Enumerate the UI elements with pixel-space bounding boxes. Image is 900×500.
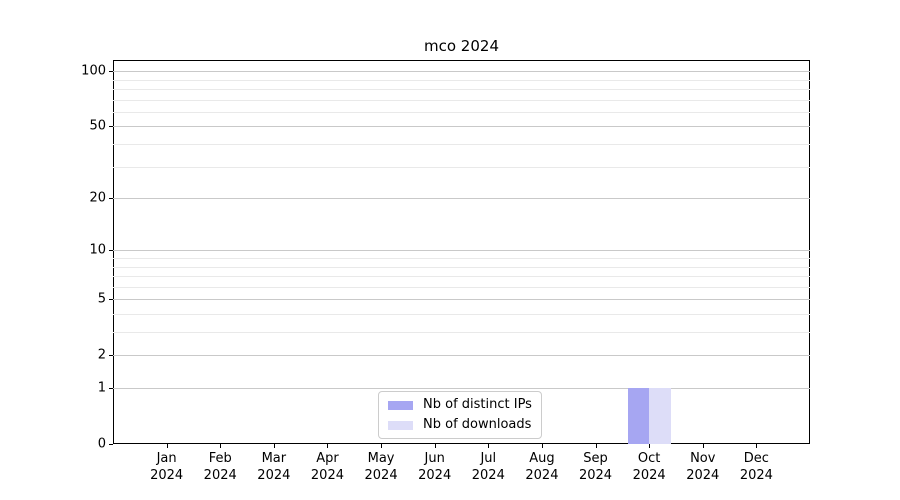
- gridline-minor: [113, 144, 810, 145]
- x-tick-mark: [542, 444, 543, 448]
- x-tick-label: May 2024: [364, 451, 398, 483]
- y-tick-label: 5: [97, 291, 106, 307]
- gridline-minor: [113, 332, 810, 333]
- x-tick-label: Jun 2024: [418, 451, 452, 483]
- gridline-minor: [113, 276, 810, 277]
- x-tick-label: Jan 2024: [150, 451, 184, 483]
- y-tick-label: 20: [89, 190, 106, 206]
- gridline-major: [113, 355, 810, 356]
- x-tick-mark: [220, 444, 221, 448]
- gridline-minor: [113, 287, 810, 288]
- y-tick-mark: [109, 388, 113, 389]
- y-tick-mark: [109, 299, 113, 300]
- x-tick-label: Aug 2024: [525, 451, 559, 483]
- x-tick-label: Dec 2024: [739, 451, 773, 483]
- gridline-minor: [113, 258, 810, 259]
- gridline-minor: [113, 314, 810, 315]
- y-tick-label: 0: [97, 436, 106, 452]
- x-tick-mark: [274, 444, 275, 448]
- plot-area: [113, 60, 810, 444]
- y-tick-mark: [109, 71, 113, 72]
- gridline-major: [113, 126, 810, 127]
- x-tick-label: Oct 2024: [632, 451, 666, 483]
- x-tick-label: Nov 2024: [686, 451, 720, 483]
- legend-swatch: [388, 420, 413, 430]
- legend: Nb of distinct IPs Nb of downloads: [378, 391, 542, 439]
- y-tick-label: 50: [89, 118, 106, 134]
- x-tick-mark: [596, 444, 597, 448]
- bar-nb-of-downloads: [649, 388, 671, 444]
- gridline-minor: [113, 80, 810, 81]
- legend-label: Nb of distinct IPs: [423, 397, 532, 412]
- x-tick-label: Feb 2024: [203, 451, 237, 483]
- x-tick-mark: [327, 444, 328, 448]
- y-tick-label: 10: [89, 242, 106, 258]
- gridline-minor: [113, 167, 810, 168]
- x-tick-mark: [756, 444, 757, 448]
- y-tick-label: 1: [97, 380, 106, 396]
- x-tick-label: Sep 2024: [578, 451, 613, 483]
- y-tick-mark: [109, 355, 113, 356]
- gridline-major: [113, 250, 810, 251]
- x-tick-mark: [488, 444, 489, 448]
- y-tick-mark: [109, 126, 113, 127]
- x-tick-mark: [703, 444, 704, 448]
- x-tick-mark: [649, 444, 650, 448]
- gridline-minor: [113, 267, 810, 268]
- gridline-major: [113, 71, 810, 72]
- legend-swatch: [388, 400, 413, 410]
- gridline-minor: [113, 89, 810, 90]
- gridline-major: [113, 299, 810, 300]
- y-tick-mark: [109, 250, 113, 251]
- y-tick-mark: [109, 198, 113, 199]
- gridline-major: [113, 198, 810, 199]
- gridline-major: [113, 388, 810, 389]
- x-tick-label: Mar 2024: [257, 451, 291, 483]
- x-tick-mark: [381, 444, 382, 448]
- bar-nb-of-distinct-ips: [627, 388, 650, 444]
- x-tick-label: Apr 2024: [310, 451, 344, 483]
- chart-title: mco 2024: [424, 37, 499, 55]
- y-tick-label: 2: [97, 347, 106, 363]
- legend-item-nb-of-distinct-ips: Nb of distinct IPs: [388, 397, 532, 413]
- gridline-minor: [113, 100, 810, 101]
- legend-label: Nb of downloads: [423, 417, 532, 432]
- y-tick-mark: [109, 444, 113, 445]
- x-tick-mark: [435, 444, 436, 448]
- x-tick-mark: [167, 444, 168, 448]
- y-tick-label: 100: [81, 63, 106, 79]
- gridline-minor: [113, 112, 810, 113]
- x-tick-label: Jul 2024: [471, 451, 505, 483]
- legend-item-nb-of-downloads: Nb of downloads: [388, 417, 532, 433]
